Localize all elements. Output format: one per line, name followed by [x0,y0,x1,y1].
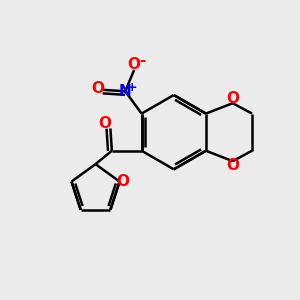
Text: O: O [98,116,112,131]
Text: O: O [226,91,239,106]
Text: N: N [119,84,132,99]
Text: +: + [127,81,137,94]
Text: O: O [128,57,141,72]
Text: O: O [226,158,239,173]
Text: O: O [116,174,129,189]
Text: O: O [91,81,104,96]
Text: -: - [139,53,146,68]
